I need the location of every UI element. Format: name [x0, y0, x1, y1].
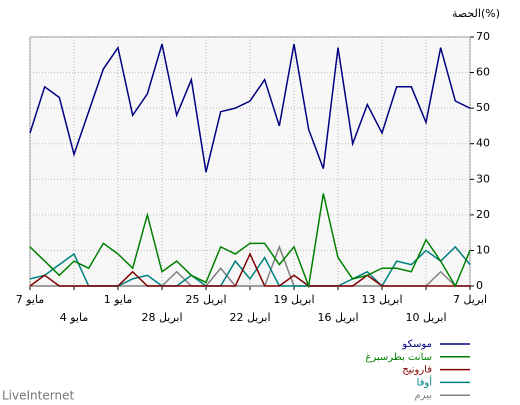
x-tick-label: 10 ابريل	[405, 311, 446, 324]
x-tick-label: 1 مايو	[104, 293, 133, 306]
x-tick-label: 16 ابريل	[317, 311, 358, 324]
y-tick-label: 50	[476, 101, 490, 114]
legend-label: بيرم	[414, 390, 432, 401]
legend-label: سانت بطرسبرغ	[365, 352, 432, 363]
series-line	[29, 252, 470, 287]
x-tick-label: 22 ابريل	[229, 311, 270, 324]
legend-label: أوفا	[417, 375, 433, 388]
y-tick-label: 0	[476, 279, 483, 292]
chart-title: الحصة(%)	[452, 7, 500, 20]
plot-area	[29, 36, 471, 287]
y-tick-label: 10	[476, 243, 490, 256]
x-tick-label: 13 ابريل	[361, 293, 402, 306]
series-line	[29, 193, 471, 289]
y-tick-label: 70	[476, 30, 490, 43]
y-tick-label: 40	[476, 137, 490, 150]
x-tick-label: 4 مايو	[60, 311, 89, 324]
x-tick-label: 28 ابريل	[141, 311, 182, 324]
footer: LiveInternet	[2, 389, 74, 403]
x-tick-label: 7 مايو	[16, 293, 45, 306]
y-tick-label: 60	[476, 66, 490, 79]
legend-label: موسكو	[401, 339, 432, 350]
y-tick-label: 30	[476, 172, 490, 185]
x-tick-label: 7 ابريل	[453, 293, 487, 306]
y-tick-label: 20	[476, 208, 490, 221]
x-tick-label: 19 ابريل	[273, 293, 314, 306]
x-tick-label: 25 ابريل	[185, 293, 226, 306]
legend-label: فارونيج	[402, 365, 432, 376]
series-line	[29, 43, 471, 173]
